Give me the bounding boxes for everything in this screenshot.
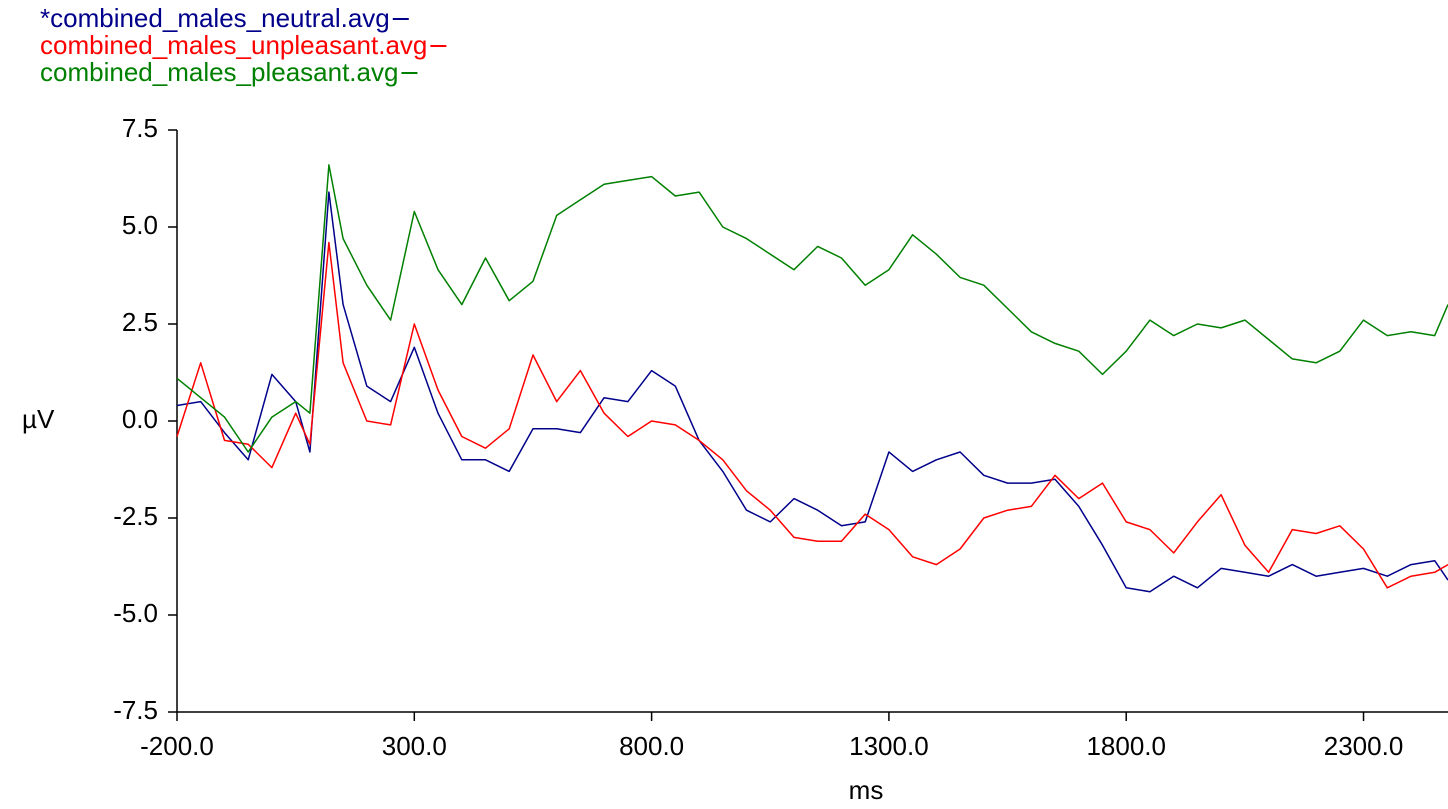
y-tick-label: 0.0 [122, 404, 158, 434]
y-axis-label: µV [22, 404, 55, 434]
y-tick-label: 5.0 [122, 210, 158, 240]
x-tick-label: 1300.0 [849, 731, 929, 761]
x-tick-label: 800.0 [619, 731, 684, 761]
data-line [176, 241, 1448, 589]
x-tick-label: 2300.0 [1324, 731, 1404, 761]
y-tick-label: -7.5 [113, 695, 158, 725]
y-tick-label: -5.0 [113, 598, 158, 628]
x-tick-label: 300.0 [382, 731, 447, 761]
y-tick-label: 2.5 [122, 307, 158, 337]
legend-label: combined_males_unpleasant.avg [40, 30, 427, 60]
legend-label: *combined_males_neutral.avg [40, 3, 390, 33]
x-tick-label: 1800.0 [1086, 731, 1166, 761]
y-tick-label: 7.5 [122, 113, 158, 143]
data-line [176, 164, 1448, 453]
x-axis-label: ms [849, 775, 884, 805]
y-tick-label: -2.5 [113, 501, 158, 531]
legend-label: combined_males_pleasant.avg [40, 57, 398, 87]
x-tick-label: -200.0 [140, 731, 214, 761]
data-line [176, 191, 1448, 593]
